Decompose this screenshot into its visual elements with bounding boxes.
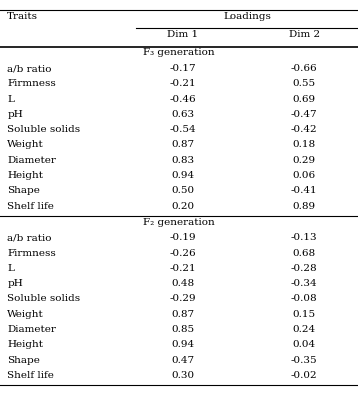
Text: 0.06: 0.06 <box>293 171 316 180</box>
Text: Diameter: Diameter <box>7 156 56 165</box>
Text: 0.94: 0.94 <box>171 171 194 180</box>
Text: 0.85: 0.85 <box>171 325 194 334</box>
Text: -0.19: -0.19 <box>169 233 196 242</box>
Text: -0.02: -0.02 <box>291 371 318 380</box>
Text: Traits: Traits <box>7 12 38 21</box>
Text: Firmness: Firmness <box>7 79 56 88</box>
Text: L: L <box>7 95 14 104</box>
Text: Shelf life: Shelf life <box>7 202 54 211</box>
Text: 0.87: 0.87 <box>171 310 194 319</box>
Text: 0.50: 0.50 <box>171 186 194 195</box>
Text: -0.54: -0.54 <box>169 125 196 134</box>
Text: Height: Height <box>7 171 43 180</box>
Text: 0.63: 0.63 <box>171 110 194 119</box>
Text: Dim 1: Dim 1 <box>167 30 198 39</box>
Text: Diameter: Diameter <box>7 325 56 334</box>
Text: 0.48: 0.48 <box>171 279 194 288</box>
Text: Firmness: Firmness <box>7 249 56 258</box>
Text: pH: pH <box>7 279 23 288</box>
Text: 0.69: 0.69 <box>293 95 316 104</box>
Text: -0.34: -0.34 <box>291 279 318 288</box>
Text: Shape: Shape <box>7 356 40 365</box>
Text: Loadings: Loadings <box>223 12 271 21</box>
Text: -0.46: -0.46 <box>169 95 196 104</box>
Text: -0.47: -0.47 <box>291 110 318 119</box>
Text: -0.41: -0.41 <box>291 186 318 195</box>
Text: L: L <box>7 264 14 273</box>
Text: 0.18: 0.18 <box>293 140 316 150</box>
Text: 0.87: 0.87 <box>171 140 194 150</box>
Text: 0.04: 0.04 <box>293 340 316 349</box>
Text: 0.94: 0.94 <box>171 340 194 349</box>
Text: Soluble solids: Soluble solids <box>7 125 80 134</box>
Text: -0.66: -0.66 <box>291 64 318 73</box>
Text: 0.24: 0.24 <box>293 325 316 334</box>
Text: Dim 2: Dim 2 <box>289 30 320 39</box>
Text: F₂ generation: F₂ generation <box>143 218 215 227</box>
Text: 0.55: 0.55 <box>293 79 316 88</box>
Text: -0.21: -0.21 <box>169 79 196 88</box>
Text: -0.28: -0.28 <box>291 264 318 273</box>
Text: F₃ generation: F₃ generation <box>143 48 215 57</box>
Text: 0.20: 0.20 <box>171 202 194 211</box>
Text: -0.26: -0.26 <box>169 249 196 258</box>
Text: Soluble solids: Soluble solids <box>7 294 80 304</box>
Text: Weight: Weight <box>7 140 44 150</box>
Text: -0.42: -0.42 <box>291 125 318 134</box>
Text: 0.15: 0.15 <box>293 310 316 319</box>
Text: Shape: Shape <box>7 186 40 195</box>
Text: 0.29: 0.29 <box>293 156 316 165</box>
Text: 0.47: 0.47 <box>171 356 194 365</box>
Text: 0.68: 0.68 <box>293 249 316 258</box>
Text: 0.89: 0.89 <box>293 202 316 211</box>
Text: -0.21: -0.21 <box>169 264 196 273</box>
Text: 0.83: 0.83 <box>171 156 194 165</box>
Text: -0.08: -0.08 <box>291 294 318 304</box>
Text: pH: pH <box>7 110 23 119</box>
Text: Weight: Weight <box>7 310 44 319</box>
Text: 0.30: 0.30 <box>171 371 194 380</box>
Text: -0.35: -0.35 <box>291 356 318 365</box>
Text: a/b ratio: a/b ratio <box>7 64 52 73</box>
Text: -0.17: -0.17 <box>169 64 196 73</box>
Text: -0.29: -0.29 <box>169 294 196 304</box>
Text: a/b ratio: a/b ratio <box>7 233 52 242</box>
Text: Height: Height <box>7 340 43 349</box>
Text: Shelf life: Shelf life <box>7 371 54 380</box>
Text: -0.13: -0.13 <box>291 233 318 242</box>
